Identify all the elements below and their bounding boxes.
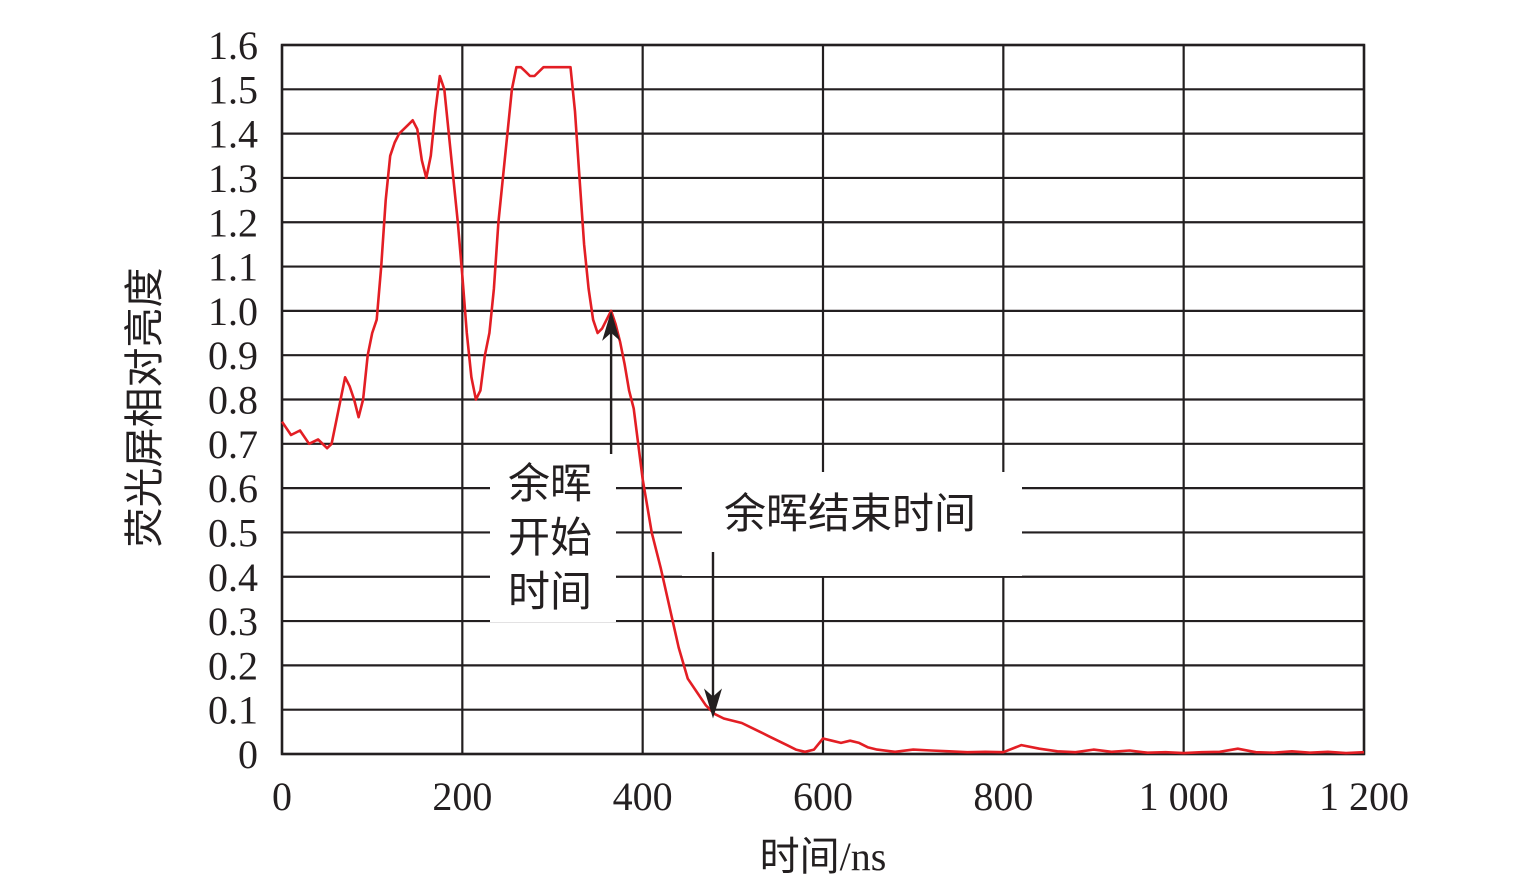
annotation-afterglow-start-arrowhead [602, 310, 621, 341]
y-tick-label: 1.4 [208, 112, 258, 157]
annotation-afterglow-start-line-1: 余晖 [508, 461, 592, 508]
annotation-afterglow-start-line-3: 时间 [508, 570, 592, 616]
y-axis-title: 荧光屏相对亮度 [122, 268, 167, 548]
y-tick-label: 0.1 [208, 688, 258, 733]
gridlines [280, 43, 1366, 756]
annotation-afterglow-end-label: 余晖结束时间 [724, 491, 976, 538]
y-tick-label: 1.5 [208, 67, 258, 112]
y-tick-label: 1.6 [208, 23, 258, 68]
annotation-afterglow-end-arrowhead [703, 688, 722, 719]
y-tick-label: 0.4 [208, 555, 258, 600]
x-tick-label: 200 [432, 774, 492, 819]
y-tick-label: 0 [238, 732, 258, 777]
series-line [280, 65, 1365, 755]
x-tick-label: 400 [613, 774, 673, 819]
y-tick-labels: 00.10.20.30.40.50.60.70.80.91.01.11.21.3… [208, 23, 258, 777]
annotation-afterglow-start-line-2: 开始 [508, 516, 592, 562]
y-tick-label: 1.1 [208, 245, 258, 290]
annotation-afterglow-start-box [490, 452, 616, 622]
x-tick-label: 1 000 [1139, 774, 1229, 819]
y-tick-label: 1.3 [208, 156, 258, 201]
y-tick-label: 0.5 [208, 510, 258, 555]
x-axis-title: 时间/ns [760, 834, 887, 879]
x-tick-label: 800 [973, 774, 1033, 819]
plot-frame [280, 43, 1366, 756]
y-tick-label: 0.8 [208, 378, 258, 423]
x-tick-label: 600 [793, 774, 853, 819]
y-tick-label: 0.3 [208, 599, 258, 644]
y-tick-label: 0.7 [208, 422, 258, 467]
y-tick-label: 0.9 [208, 333, 258, 378]
y-tick-label: 1.2 [208, 200, 258, 245]
annotation-afterglow-start: 余晖 开始 时间 [490, 310, 621, 622]
y-tick-label: 0.2 [208, 643, 258, 688]
annotation-afterglow-end: 余晖结束时间 [682, 472, 1022, 719]
x-tick-labels: 0 200 400 600 800 1 000 1 200 [272, 774, 1409, 819]
y-tick-label: 1.0 [208, 289, 258, 334]
x-tick-label: 0 [272, 774, 292, 819]
annotation-afterglow-end-box [682, 472, 1022, 576]
x-tick-label: 1 200 [1319, 774, 1409, 819]
y-tick-label: 0.6 [208, 466, 258, 511]
